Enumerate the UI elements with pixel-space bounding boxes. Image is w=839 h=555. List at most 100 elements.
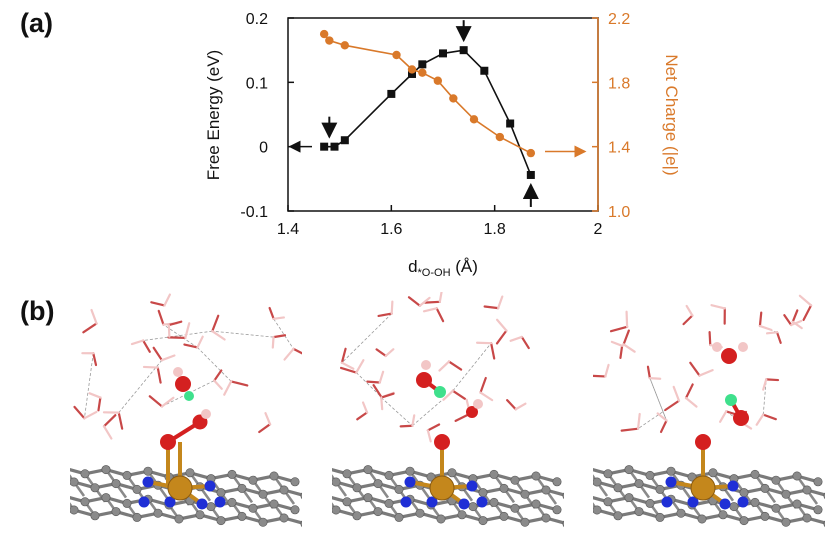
x-axis-label: d*O-OH (Å) — [408, 257, 478, 279]
water-bond — [622, 329, 630, 346]
water-bond — [83, 410, 98, 420]
carbon-atom — [332, 477, 341, 487]
carbon-atom — [269, 499, 279, 509]
water-network — [339, 292, 530, 443]
oxygen-atom — [733, 410, 749, 426]
carbon-atom — [771, 503, 781, 513]
y-tick-label: -0.1 — [240, 204, 268, 221]
water-bond — [791, 309, 799, 323]
oxygen-atom — [175, 376, 191, 392]
free-energy-point — [387, 89, 396, 98]
x-tick-label: 1.4 — [277, 221, 299, 238]
hydrogen-bond — [118, 359, 163, 413]
carbon-atom — [531, 471, 541, 481]
water-bond — [97, 396, 102, 412]
carbon-atom — [70, 505, 79, 515]
hydrogen-bond — [341, 313, 392, 363]
carbon-atom — [332, 505, 341, 515]
carbon-atom — [718, 510, 728, 520]
y-axis-ticks: -0.1 0 0.1 0.2 — [240, 11, 294, 221]
snapshot-final-state — [593, 294, 825, 528]
carbon-atom — [750, 469, 760, 479]
carbon-atom — [624, 493, 634, 503]
nitrogen-atom — [719, 498, 731, 510]
carbon-atom — [111, 507, 121, 517]
carbon-atom — [552, 505, 562, 515]
carbon-atom — [739, 488, 749, 498]
net-charge-point — [319, 29, 329, 39]
water-bond — [372, 384, 383, 399]
reactive-hydrogen-atom — [434, 386, 446, 398]
water-bond — [340, 361, 355, 370]
water-bond — [442, 389, 454, 401]
water-bond — [506, 399, 517, 411]
carbon-atom — [394, 512, 404, 522]
reactive-hydrogen-atom — [184, 391, 194, 401]
water-network — [593, 294, 813, 434]
carbon-atom — [771, 475, 781, 485]
hydrogen-atom — [173, 367, 183, 377]
water-bond — [497, 295, 504, 310]
carbon-atom — [760, 483, 770, 493]
carbon-atom — [520, 489, 530, 499]
water-bond — [377, 312, 393, 318]
water-bond — [148, 395, 164, 408]
nitrogen-atom — [687, 496, 699, 508]
water-bond — [88, 392, 102, 399]
nitrogen-atom — [476, 496, 488, 508]
nitrogen-atom — [142, 476, 154, 488]
water-bond — [230, 380, 249, 387]
y-tick-label: 0.1 — [246, 75, 268, 92]
carbon-atom — [70, 477, 79, 487]
carbon-atom — [823, 520, 825, 528]
free-energy-point — [340, 136, 349, 145]
carbon-atom — [122, 498, 132, 508]
y-tick-label: 0 — [259, 140, 268, 157]
carbon-atom — [687, 472, 697, 482]
water-bond — [160, 354, 176, 362]
net-charge-point — [325, 36, 334, 45]
water-bond — [762, 413, 777, 421]
free-energy-point — [408, 69, 416, 78]
water-bond — [213, 369, 223, 382]
water-bond — [184, 322, 191, 339]
water-bond — [775, 331, 782, 344]
free-energy-point — [526, 170, 535, 179]
metal-atom — [167, 475, 193, 501]
water-bond — [438, 292, 443, 303]
carbon-atom — [750, 497, 760, 507]
water-bond — [82, 322, 98, 334]
net-charge-point — [469, 115, 479, 124]
carbon-atom — [279, 513, 289, 523]
water-bond — [755, 413, 765, 426]
carbon-atom — [174, 514, 184, 524]
water-bond — [684, 383, 694, 400]
carbon-atom — [729, 502, 739, 512]
x-axis-label-unit: (Å) — [451, 257, 478, 276]
carbon-atom — [363, 493, 373, 503]
water-bond — [447, 360, 463, 371]
water-bond — [160, 396, 175, 408]
water-bond — [163, 293, 172, 307]
carbon-atom — [111, 479, 121, 489]
carbon-atom — [300, 492, 302, 500]
carbon-atom — [593, 477, 602, 487]
carbon-atom — [352, 511, 362, 521]
carbon-atom — [132, 484, 142, 494]
carbon-atom — [457, 510, 467, 520]
water-bond — [783, 314, 793, 327]
water-bond — [258, 423, 272, 434]
carbon-atom — [122, 470, 132, 480]
water-bond — [483, 305, 500, 310]
net-charge-point — [449, 94, 458, 103]
carbon-atom — [237, 483, 247, 493]
hydrogen-atom — [201, 409, 211, 419]
nitrogen-atom — [661, 496, 673, 508]
water-bond — [689, 361, 701, 377]
y2-tick-label: 2.2 — [608, 11, 630, 28]
carbon-atom — [468, 502, 478, 512]
carbon-atom — [593, 505, 602, 515]
carbon-atom — [531, 499, 541, 509]
water-bond — [490, 342, 496, 360]
water-bond — [646, 365, 651, 380]
